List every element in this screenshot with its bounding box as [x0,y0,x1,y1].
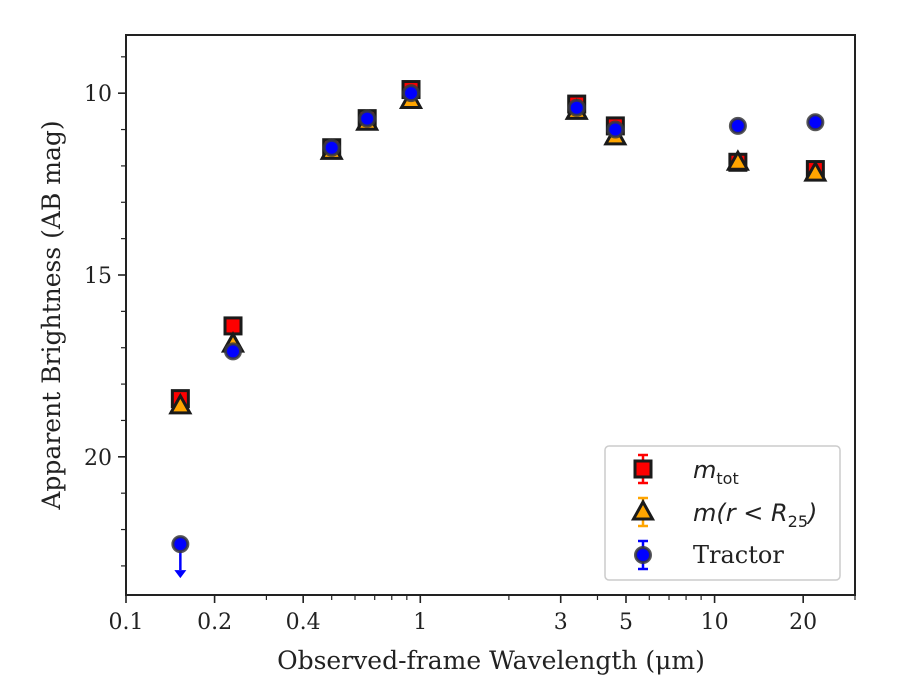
data-point [168,392,193,415]
y-tick-label: 10 [84,82,112,107]
series-m-tot [170,80,825,409]
x-tick-label: 3 [554,610,568,635]
data-point [224,342,243,361]
y-tick-label: 15 [84,264,112,289]
data-point [803,160,828,182]
data-markers [168,80,828,579]
x-tick-label: 0.1 [109,610,144,635]
legend-marker [630,498,656,521]
y-axis-ticks: 10 15 20 [84,56,126,567]
upper-limit-arrow-head [174,570,187,579]
data-point [567,98,586,117]
data-point [358,109,377,128]
data-point [402,84,421,103]
data-point [725,149,750,171]
y-axis-title: Apparent Brightness (AB mag) [37,120,66,510]
x-tick-label: 0.2 [197,610,232,635]
data-point [806,113,825,132]
x-axis-title: Observed-frame Wavelength (μm) [277,646,705,675]
legend: mtot m(r < R25) Tractor [604,445,841,581]
x-tick-label: 5 [619,610,633,635]
legend-marker [634,546,652,564]
data-point [322,138,341,157]
x-tick-label: 10 [701,610,729,635]
data-point [728,116,747,135]
x-tick-label: 1 [413,610,427,635]
legend-box [604,445,841,581]
legend-symbols [630,453,656,571]
legend-label-mtot: mtot [693,456,739,488]
legend-label-m-r25: m(r < R25) [693,499,817,531]
x-tick-label: 0.4 [286,610,321,635]
legend-label-tractor: Tractor [693,541,784,569]
x-axis-ticks: 0.1 0.2 0.4 1 3 5 10 20 [109,595,856,635]
series-tractor [171,84,825,579]
y-tick-label: 20 [84,446,112,471]
series-m-r-r25 [168,87,828,415]
plot-frame [125,34,856,596]
legend-marker [633,459,653,479]
data-point [606,120,625,139]
data-point [171,535,190,554]
x-tick-label: 20 [789,610,817,635]
